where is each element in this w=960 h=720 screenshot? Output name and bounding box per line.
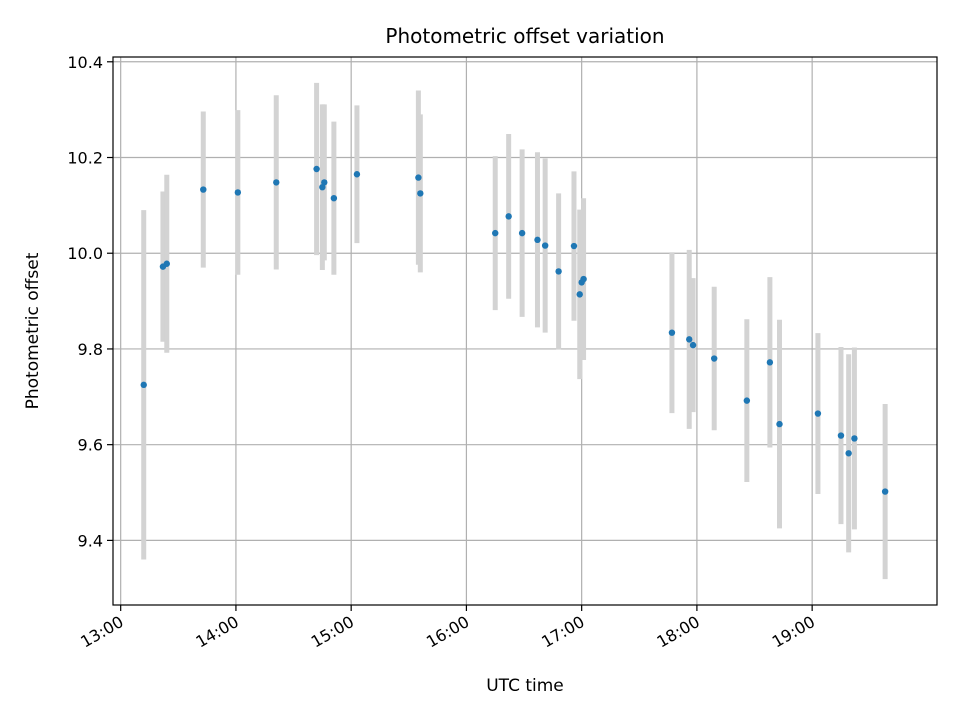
- x-axis-ticks: 13:00 14:00 15:00 16:00 17:00 18:00 19:00: [77, 605, 818, 652]
- data-point: [766, 359, 774, 366]
- data-points: [140, 165, 889, 495]
- x-tick-label: 15:00: [308, 612, 357, 652]
- x-tick-label: 16:00: [423, 612, 472, 652]
- data-point: [814, 410, 822, 417]
- y-tick-label: 10.2: [67, 149, 103, 168]
- data-point: [837, 432, 845, 439]
- data-point: [851, 435, 858, 442]
- data-point: [330, 194, 338, 202]
- data-point: [200, 186, 207, 193]
- data-point: [234, 189, 242, 196]
- y-tick-label: 10.4: [67, 53, 103, 72]
- data-point: [541, 242, 549, 249]
- data-point: [580, 275, 587, 283]
- data-point: [353, 171, 361, 178]
- data-point: [492, 229, 499, 237]
- x-axis-label: UTC time: [486, 676, 564, 696]
- x-tick-label: 19:00: [769, 612, 818, 652]
- x-tick-label: 14:00: [192, 612, 241, 652]
- data-point: [417, 190, 424, 197]
- data-point: [776, 420, 783, 428]
- data-point: [689, 341, 697, 349]
- data-point: [710, 355, 718, 362]
- x-tick-label: 17:00: [538, 612, 587, 652]
- data-point: [555, 268, 562, 275]
- data-point: [686, 336, 693, 343]
- plot-frame: [112, 56, 938, 606]
- y-tick-label: 9.4: [78, 531, 103, 550]
- data-point: [743, 397, 751, 404]
- data-point: [313, 165, 320, 173]
- y-tick-label: 9.6: [78, 436, 103, 455]
- data-point: [321, 179, 328, 186]
- chart-title: Photometric offset variation: [385, 24, 664, 48]
- y-tick-label: 10.0: [67, 244, 103, 263]
- data-point: [140, 381, 147, 389]
- x-tick-label: 18:00: [653, 612, 702, 652]
- data-point: [576, 291, 583, 298]
- y-axis-label: Photometric offset: [23, 252, 43, 409]
- data-point: [415, 174, 422, 181]
- y-axis-ticks: 9.4 9.6 9.8 10.0 10.2 10.4: [67, 53, 113, 550]
- data-point: [534, 236, 541, 244]
- data-point: [505, 213, 512, 220]
- data-point: [845, 450, 852, 457]
- x-tick-label: 13:00: [77, 612, 126, 652]
- data-point: [668, 329, 676, 336]
- data-point: [273, 179, 280, 186]
- data-point: [319, 183, 326, 191]
- data-point: [570, 242, 578, 250]
- data-point: [518, 229, 526, 237]
- data-point: [163, 260, 170, 267]
- data-point: [881, 488, 889, 495]
- y-tick-label: 9.8: [78, 340, 103, 359]
